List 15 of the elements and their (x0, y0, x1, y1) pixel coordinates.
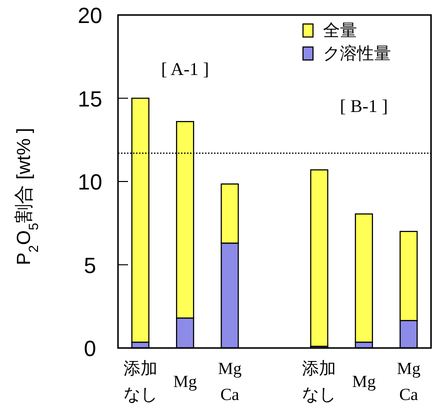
x-tick-label: Mg Ca (396, 359, 421, 404)
x-tick-label: 添加なし (302, 359, 336, 404)
x-tick-label: Mg Ca (218, 359, 242, 404)
y-tick-label: 20 (78, 3, 102, 28)
x-tick-label: 添加なし (123, 359, 158, 404)
x-tick-label: Mg (352, 372, 376, 391)
y-tick-label: 5 (84, 252, 96, 278)
annotation: [ A-1 ] (161, 59, 210, 79)
legend-label: 全量 (323, 21, 357, 40)
x-tick-label: Mg (173, 372, 198, 391)
annotation: [ B-1 ] (340, 96, 388, 116)
legend-label: ク溶性量 (323, 44, 391, 63)
y-tick-label: 15 (78, 86, 102, 112)
y-tick-label: 0 (84, 336, 96, 361)
y-tick-label: 10 (78, 170, 102, 194)
